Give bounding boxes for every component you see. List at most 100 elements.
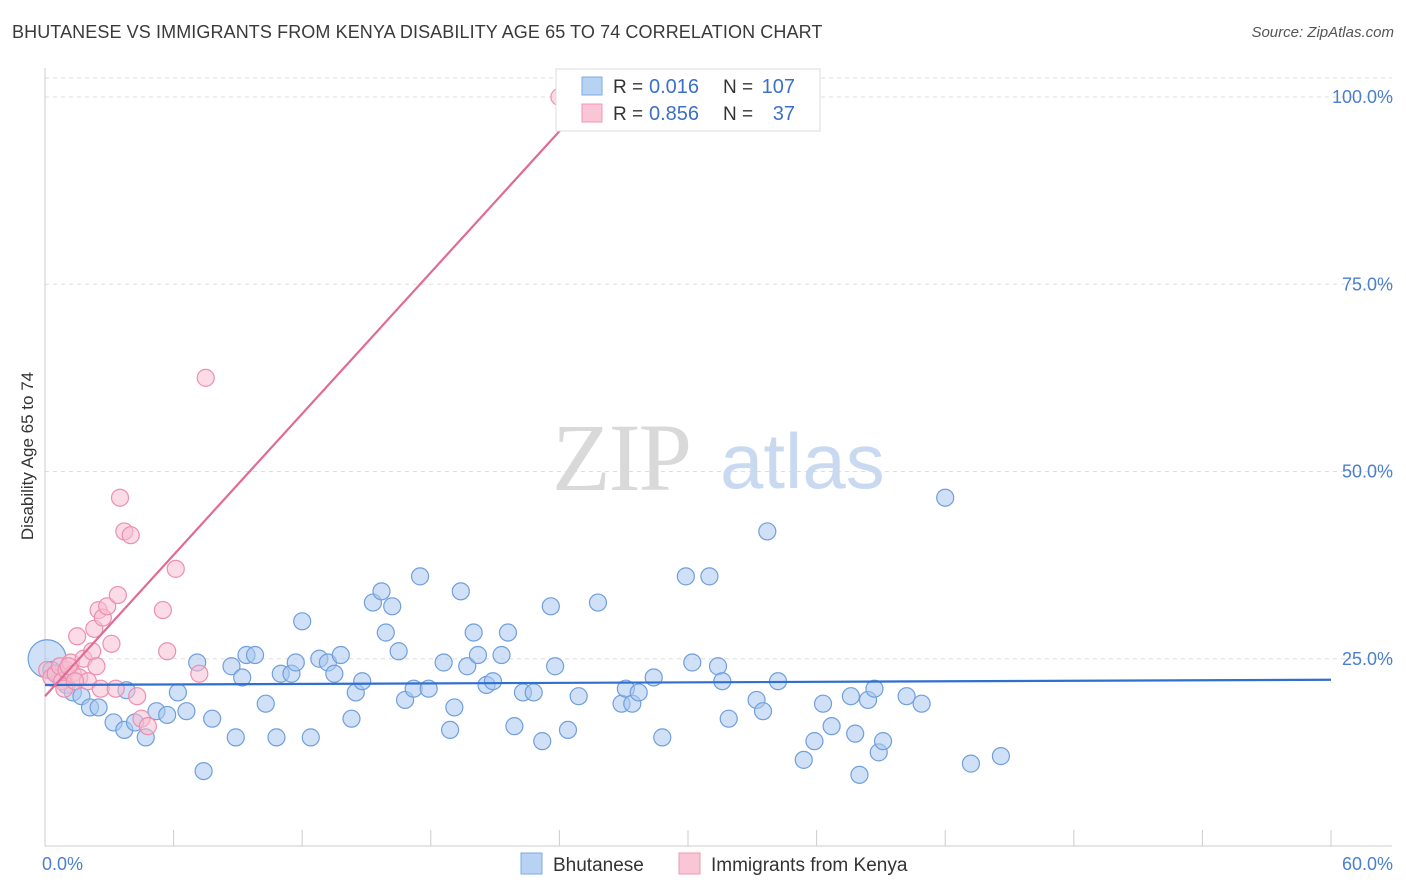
point-bhutanese-90 (846, 724, 865, 743)
bottom-legend-label-kenya: Immigrants from Kenya (711, 855, 908, 876)
legend-swatch-bhutanese (581, 76, 603, 96)
point-bhutanese-27 (267, 728, 286, 747)
point-bhutanese-99 (961, 754, 981, 773)
point-bhutanese-30 (286, 653, 305, 672)
point-bhutanese-80 (719, 709, 738, 728)
tick-labels: 25.0% 50.0% 75.0% 100.0% 0.0% 60.0% (42, 87, 1393, 874)
legend-r-value-2: 0.856 (649, 103, 699, 125)
point-bhutanese-20 (203, 709, 222, 728)
point-kenya-32 (196, 368, 215, 387)
y-tick-label-25: 25.0% (1342, 649, 1393, 669)
point-kenya-9 (68, 627, 87, 646)
point-kenya-18 (98, 597, 117, 616)
point-bhutanese-52 (451, 582, 470, 601)
point-bhutanese-19 (194, 761, 213, 781)
point-bhutanese-53 (458, 657, 477, 676)
point-bhutanese-55 (468, 645, 488, 665)
point-bhutanese-42 (376, 623, 395, 642)
point-bhutanese-87 (813, 694, 833, 713)
series-bhutanese-points (27, 488, 1011, 784)
grid-lines (45, 77, 1392, 660)
point-bhutanese-15 (168, 683, 187, 702)
bottom-legend-swatch-bhutanese (520, 852, 543, 875)
legend-n-value-2: 37 (773, 103, 795, 125)
point-kenya-27 (138, 717, 157, 736)
y-axis-label: Disability Age 65 to 74 (18, 372, 37, 540)
correlation-legend: R = 0.016 N = 107 R = 0.856 N = 37 (555, 68, 821, 132)
point-kenya-19 (102, 634, 121, 653)
trend-line-kenya (44, 118, 571, 697)
point-bhutanese-54 (464, 623, 483, 642)
legend-n-label-1: N = (723, 77, 753, 98)
chart-title: BHUTANESE VS IMMIGRANTS FROM KENYA DISAB… (12, 22, 823, 42)
point-bhutanese-76 (683, 653, 702, 672)
point-bhutanese-77 (700, 567, 719, 586)
y-tick-label-100: 100.0% (1332, 87, 1393, 107)
series-legend: Bhutanese Immigrants from Kenya (520, 852, 908, 876)
trend-line-bhutanese (44, 678, 1332, 687)
point-bhutanese-85 (794, 750, 813, 769)
point-bhutanese-64 (541, 597, 560, 616)
point-bhutanese-17 (177, 702, 196, 721)
point-bhutanese-47 (410, 567, 430, 586)
point-bhutanese-14 (158, 705, 177, 725)
point-bhutanese-50 (440, 720, 460, 740)
point-bhutanese-96 (897, 687, 916, 706)
point-bhutanese-63 (533, 732, 552, 751)
watermark: ZIP atlas (552, 404, 885, 511)
point-kenya-30 (166, 559, 185, 578)
point-bhutanese-36 (331, 645, 350, 665)
point-bhutanese-97 (912, 694, 931, 713)
point-bhutanese-98 (936, 488, 955, 507)
bottom-legend-swatch-kenya (678, 852, 701, 875)
point-bhutanese-83 (758, 522, 777, 541)
point-bhutanese-74 (653, 728, 672, 747)
point-bhutanese-91 (850, 765, 869, 784)
point-bhutanese-82 (753, 702, 773, 721)
point-bhutanese-95 (873, 732, 893, 751)
point-bhutanese-60 (505, 717, 524, 736)
point-bhutanese-25 (245, 645, 265, 665)
point-bhutanese-37 (342, 709, 361, 728)
point-bhutanese-65 (546, 657, 565, 676)
point-bhutanese-43 (383, 597, 402, 616)
bottom-legend-label-bhutanese: Bhutanese (553, 855, 644, 876)
point-bhutanese-72 (629, 683, 648, 702)
point-bhutanese-68 (588, 593, 608, 612)
legend-r-value-1: 0.016 (649, 76, 699, 98)
point-kenya-23 (121, 526, 140, 545)
legend-n-value-1: 107 (762, 76, 795, 98)
point-bhutanese-44 (389, 642, 408, 661)
point-bhutanese-67 (569, 687, 588, 706)
legend-swatch-kenya (581, 103, 603, 123)
legend-r-label-1: R = (613, 77, 643, 98)
point-bhutanese-59 (498, 623, 518, 642)
point-bhutanese-35 (325, 664, 344, 683)
trend-lines (44, 118, 1332, 697)
point-bhutanese-22 (226, 728, 245, 747)
y-tick-label-75: 75.0% (1342, 274, 1393, 294)
point-bhutanese-66 (558, 720, 578, 740)
point-bhutanese-31 (293, 612, 312, 631)
point-kenya-28 (153, 600, 172, 620)
point-kenya-31 (190, 664, 209, 683)
x-tick-label-min: 0.0% (42, 854, 83, 874)
watermark-zip: ZIP (552, 404, 690, 511)
chart-source: Source: ZipAtlas.com (1251, 24, 1394, 41)
point-kenya-21 (108, 585, 127, 605)
point-bhutanese-75 (676, 567, 695, 586)
point-bhutanese-49 (434, 653, 453, 672)
point-bhutanese-78 (708, 657, 728, 676)
point-bhutanese-8 (89, 698, 108, 717)
point-bhutanese-57 (483, 672, 503, 691)
point-kenya-29 (158, 642, 177, 661)
point-kenya-33 (59, 657, 78, 676)
y-tick-label-50: 50.0% (1342, 462, 1393, 482)
x-tick-label-max: 60.0% (1342, 854, 1393, 874)
point-bhutanese-86 (805, 732, 824, 751)
point-kenya-24 (110, 488, 130, 507)
point-kenya-35 (87, 657, 106, 676)
point-kenya-34 (65, 672, 85, 691)
point-bhutanese-26 (256, 694, 275, 713)
point-bhutanese-58 (492, 645, 511, 665)
